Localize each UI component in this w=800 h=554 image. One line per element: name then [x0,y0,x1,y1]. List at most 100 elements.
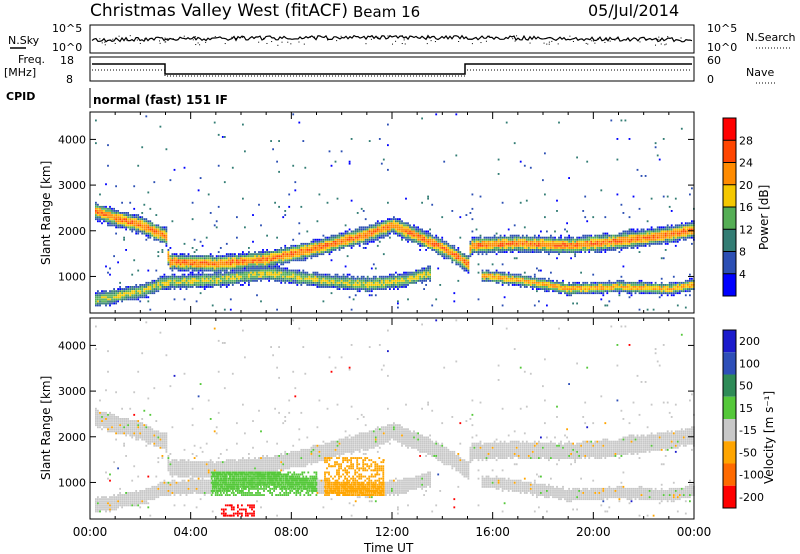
power-cell [203,279,206,282]
power-cell [600,286,603,288]
velocity-cell [107,430,109,433]
power-cell [121,300,123,303]
power-cell [582,244,585,247]
power-cell [447,251,450,253]
power-cell [356,290,359,293]
power-cell [584,251,587,253]
power-cell [135,284,138,286]
power-cell [421,238,423,241]
power-cell [515,257,518,260]
power-cell [372,275,375,278]
power-cell [139,294,142,297]
power-cell [372,232,375,235]
power-cell [262,251,264,253]
power-cell [515,275,518,278]
velocity-cell [97,498,99,501]
sky-panel-frame [89,24,695,54]
power-cell [356,288,359,290]
power-cell [538,277,540,280]
power-cell [525,251,528,253]
power-cell [594,288,597,290]
power-cell [652,240,655,243]
power-cell [366,228,369,231]
power-cell [340,247,343,249]
power-cell [149,286,152,288]
power-cell [119,214,121,216]
power-cell [382,288,385,290]
power-cell [606,232,609,235]
power-cell [231,281,234,284]
power-cell [145,292,148,295]
power-cell [493,234,496,237]
velocity-cell [99,413,101,416]
power-cell [153,290,156,293]
power-cell [278,205,280,208]
power-cell [560,281,562,284]
power-cell [546,247,548,249]
nsky-point [548,41,550,43]
power-cell [411,238,413,241]
power-cell [370,224,373,227]
power-cell [350,284,353,286]
power-cell [566,247,568,249]
power-cell [590,244,593,247]
power-cell [193,273,196,276]
power-cell [298,257,301,260]
power-cell [389,286,391,288]
power-cell [407,230,409,233]
power-cell [648,236,651,239]
power-cell [223,263,226,266]
power-cell [366,232,369,235]
power-cell [147,226,150,229]
power-cell [542,284,544,286]
power-cell [624,236,627,239]
power-cell [678,226,681,229]
power-cell [240,273,242,276]
power-cell [638,308,641,311]
power-cell [141,224,144,227]
power-cell [495,240,498,243]
power-cell [336,273,339,276]
power-cell [614,247,617,249]
power-cell [399,277,401,280]
power-cell [642,281,645,284]
power-cell [489,279,492,282]
power-cell [328,273,331,276]
power-cell [552,242,554,245]
power-cell [566,286,568,288]
power-cell [113,294,115,297]
power-cell [213,269,216,272]
power-cell [652,234,655,237]
power-cell [642,236,645,239]
power-cell [642,242,645,245]
power-cell [207,193,210,196]
power-cell [419,242,421,245]
power-cell [167,279,170,282]
power-cell [538,281,540,284]
power-cell [103,302,105,305]
power-cell [596,240,599,243]
power-cell [310,240,313,243]
power-cell [374,230,377,233]
power-cell [491,271,494,274]
power-cell [352,230,355,233]
power-cell [97,210,99,212]
power-cell [691,232,693,235]
power-cell [552,251,554,253]
power-cell [201,263,204,266]
power-cell [348,286,351,288]
power-cell [517,242,520,245]
power-cell [449,244,452,247]
power-cell [572,240,574,243]
power-cell [234,271,236,274]
power-cell [505,247,508,249]
power-cell [523,226,526,229]
power-cell [364,279,367,282]
velocity-cell [107,418,109,420]
power-cell [262,273,264,276]
power-cell [570,292,572,295]
nsky-point [167,38,169,40]
power-cell [674,236,677,239]
power-cell [300,277,303,280]
power-cell [117,216,119,219]
